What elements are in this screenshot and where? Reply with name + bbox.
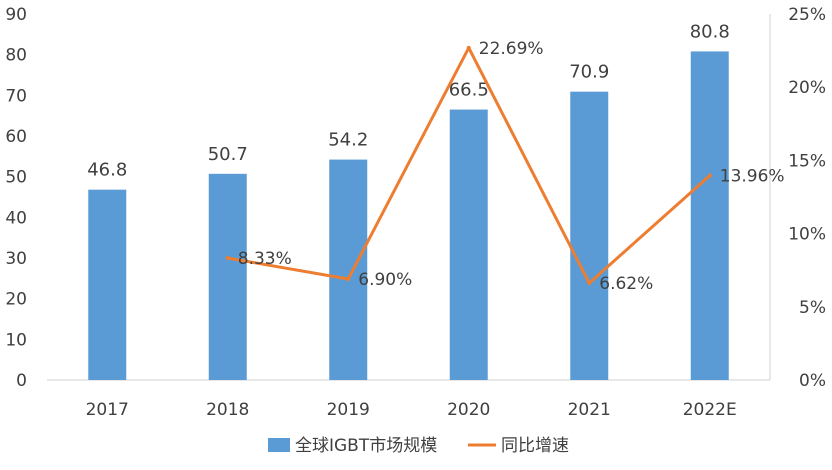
line-point — [587, 281, 592, 286]
left-tick-label: 40 — [5, 208, 27, 228]
left-tick-label: 80 — [5, 46, 27, 66]
category-label: 2019 — [327, 400, 370, 420]
category-label: 2022E — [683, 400, 737, 420]
line-value-label: 8.33% — [238, 249, 292, 269]
right-tick-label: 25% — [788, 5, 826, 25]
bar-value-label: 66.5 — [449, 80, 489, 101]
legend: 全球IGBT市场规模 同比增速 — [268, 436, 569, 456]
line-point — [225, 256, 230, 261]
line-point — [466, 45, 471, 50]
legend-swatch-bar — [268, 438, 290, 452]
left-tick-label: 50 — [5, 168, 27, 188]
line-point — [346, 276, 351, 281]
legend-label-bar: 全球IGBT市场规模 — [295, 436, 437, 456]
left-tick-label: 60 — [5, 127, 27, 147]
bar-value-label: 70.9 — [569, 62, 609, 83]
bar — [570, 91, 609, 380]
category-label: 2021 — [568, 400, 611, 420]
category-label: 2018 — [206, 400, 249, 420]
bar — [690, 51, 729, 381]
line-point — [707, 173, 712, 178]
bar-series: 46.8 50.7 54.2 66.5 70.9 80.8 — [87, 21, 730, 381]
bar-value-label: 54.2 — [328, 130, 368, 151]
line-value-label: 6.62% — [599, 274, 653, 294]
right-tick-label: 10% — [788, 225, 826, 245]
right-tick-label: 5% — [799, 298, 826, 318]
left-tick-label: 20 — [5, 290, 27, 310]
legend-label-line: 同比增速 — [501, 436, 569, 456]
left-tick-label: 10 — [5, 330, 27, 350]
bar — [449, 109, 488, 381]
line-value-label: 22.69% — [479, 39, 544, 59]
left-tick-label: 70 — [5, 86, 27, 106]
bar-value-label: 46.8 — [87, 160, 127, 181]
right-tick-label: 15% — [788, 151, 826, 171]
bar — [329, 159, 368, 380]
bar — [88, 189, 127, 380]
left-tick-label: 0 — [16, 371, 27, 391]
line-value-label: 13.96% — [720, 167, 785, 187]
line-series: 8.33% 6.90% 22.69% 6.62% 13.96% — [225, 39, 785, 294]
bar-value-label: 50.7 — [208, 144, 248, 165]
left-tick-label: 30 — [5, 249, 27, 269]
bar-value-label: 80.8 — [690, 21, 730, 42]
x-axis: 2017 2018 2019 2020 2021 2022E — [47, 379, 770, 420]
right-tick-label: 0% — [799, 371, 826, 391]
right-tick-label: 20% — [788, 78, 826, 98]
right-y-axis: 0% 5% 10% 15% 20% 25% — [769, 5, 826, 391]
category-label: 2017 — [86, 400, 129, 420]
category-label: 2020 — [447, 400, 490, 420]
line-value-label: 6.90% — [358, 270, 412, 290]
left-tick-label: 90 — [5, 5, 27, 25]
left-y-axis: 0 10 20 30 40 50 60 70 80 90 — [5, 5, 27, 391]
bar — [208, 173, 247, 380]
